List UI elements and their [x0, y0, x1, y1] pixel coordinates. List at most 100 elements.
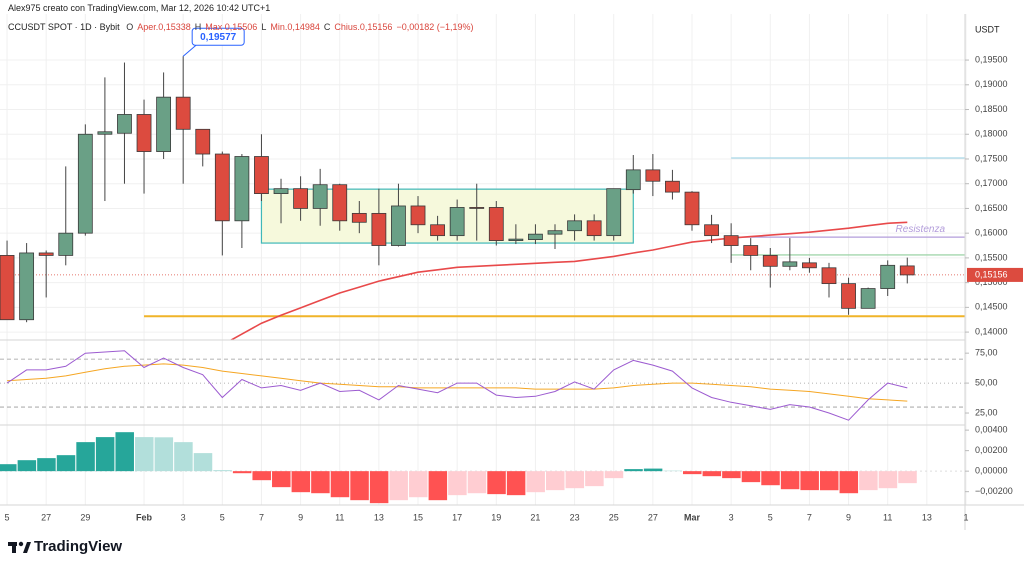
rsi-pane — [0, 350, 965, 421]
x-tick-label: 9 — [298, 512, 303, 522]
histogram-bar — [76, 442, 95, 472]
histogram-bar — [702, 471, 722, 477]
histogram-bar — [272, 471, 291, 488]
candle-body — [802, 262, 817, 269]
x-tick-label: 7 — [807, 512, 812, 522]
histogram-bar — [291, 471, 311, 493]
histogram-bar — [115, 432, 134, 472]
y-tick-label: 0,17500 — [975, 153, 1008, 163]
histogram-bar — [428, 471, 448, 501]
x-tick-label: 29 — [80, 512, 90, 522]
last-price-tag — [967, 267, 1023, 282]
x-tick-label: 23 — [570, 512, 580, 522]
y-tick-label: 0,14500 — [975, 302, 1008, 312]
axes: 5 27 29 Feb 3 5 7 9 11 13 15 17 19 21 23 25 27 Mar 3 5 7 9 11 1… — [5, 54, 1023, 522]
candle-body — [430, 224, 445, 237]
histogram-bar — [761, 471, 780, 486]
histogram-bar — [448, 471, 467, 496]
histogram-bar — [154, 437, 174, 472]
candle-body — [391, 205, 406, 246]
histogram-bar — [819, 471, 839, 491]
candle-body — [723, 235, 739, 246]
candle-body — [528, 233, 543, 240]
rsi-line — [6, 363, 908, 402]
note-label: 0,19577 — [200, 32, 237, 43]
histogram-bar — [506, 471, 526, 496]
ohlc-value: Max 0,15506 — [205, 22, 258, 32]
histogram-bar — [37, 458, 56, 472]
histogram-bar — [193, 453, 213, 472]
candle-body — [567, 220, 582, 232]
symbol: CCUSDT SPOT · 1D · Bybit — [8, 22, 120, 32]
candle-body — [117, 114, 132, 134]
candle-body — [586, 220, 602, 237]
y-tick-label: 50,00 — [975, 377, 998, 387]
candle-body — [625, 169, 641, 191]
x-tick-label: 5 — [220, 512, 225, 522]
candle-body — [762, 255, 778, 267]
candle-body — [606, 188, 622, 237]
histogram-bar — [95, 437, 115, 472]
y-tick-label: 0,15500 — [975, 252, 1008, 262]
candle-body — [332, 184, 348, 222]
y-tick-label: 0,19000 — [975, 79, 1008, 89]
candle-body — [175, 96, 191, 130]
moving-average — [229, 221, 908, 340]
author-line: Alex975 creato con TradingView.com, Mar … — [8, 3, 271, 13]
histogram-bar — [878, 471, 898, 489]
candle-body — [821, 267, 837, 285]
histogram-bar — [232, 471, 252, 474]
histogram-bar — [350, 471, 369, 501]
histogram-bar — [311, 471, 330, 494]
candle-body — [488, 207, 504, 241]
note-box — [191, 27, 245, 46]
histogram-bar — [526, 471, 545, 493]
candle-body — [58, 232, 74, 256]
x-tick-label: 17 — [452, 512, 462, 522]
level-label: Resistenza — [896, 224, 946, 235]
brand: TradingView — [34, 538, 123, 555]
candle-body — [508, 238, 524, 241]
candle-body — [469, 207, 485, 209]
histogram-bar — [722, 471, 741, 479]
price-pane: Resistenza — [0, 56, 965, 340]
y-tick-label: −0,00200 — [975, 486, 1013, 496]
histogram-bar — [624, 469, 643, 472]
candle-body — [351, 212, 367, 223]
ohlc-key: O — [126, 22, 134, 32]
macd-pane — [0, 432, 965, 504]
y-tick-label: 0,14000 — [975, 326, 1008, 336]
y-tick-label: 0,18500 — [975, 104, 1008, 114]
symbol-legend: CCUSDT SPOT · 1D · Bybit O Aper.0,15338 H M… — [8, 22, 478, 32]
candle-body — [645, 169, 661, 182]
histogram-bar — [0, 464, 17, 472]
y-tick-label: 25,00 — [975, 407, 998, 417]
candle-body — [547, 230, 563, 235]
candle-body — [841, 283, 856, 309]
y-tick-label: 0,16500 — [975, 203, 1008, 213]
histogram-bar — [252, 471, 271, 481]
ohlc-value: Chius.0,15156 — [334, 22, 393, 32]
grid — [0, 14, 967, 505]
x-tick-label: 7 — [259, 512, 264, 522]
histogram-bar — [643, 468, 663, 472]
histogram-bar — [467, 471, 487, 494]
histogram-bar — [213, 470, 232, 472]
candle-body — [19, 252, 35, 321]
x-tick-label: Feb — [136, 512, 153, 522]
logo-icon — [8, 541, 31, 553]
candle-body — [704, 224, 719, 237]
candle-body — [0, 255, 15, 321]
x-tick-label: 5 — [768, 512, 773, 522]
candle-body — [273, 188, 289, 195]
x-tick-label: 21 — [530, 512, 540, 522]
x-tick-label: 11 — [335, 512, 344, 522]
x-tick-label: 9 — [846, 512, 851, 522]
candle-body — [880, 264, 896, 289]
histogram-bar — [604, 471, 624, 479]
x-tick-label: Mar — [684, 512, 701, 522]
note-pointer — [182, 43, 198, 57]
ohlc-key: C — [323, 22, 331, 32]
histogram-bar — [409, 471, 428, 498]
